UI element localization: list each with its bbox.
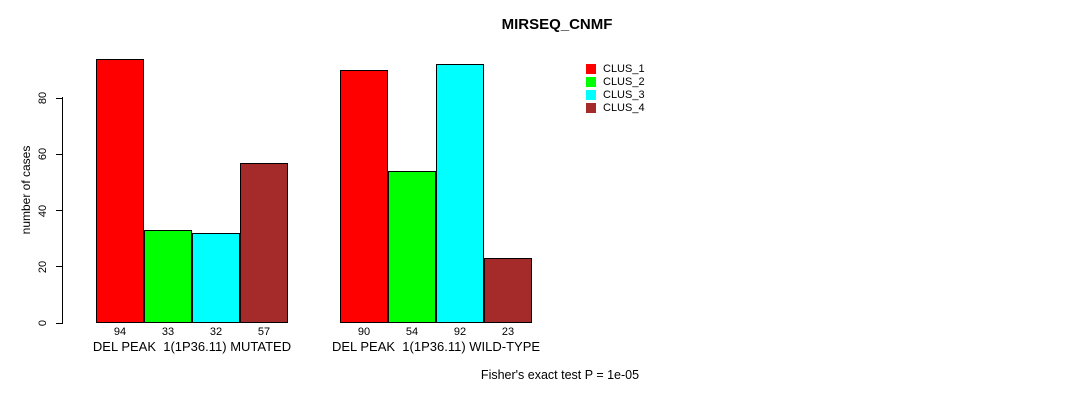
bar-value-label: 32 [209, 326, 223, 338]
group-label-mutated: DEL PEAK 1(1P36.11) MUTATED [92, 339, 292, 354]
y-axis-tick-label-text: 80 [37, 91, 49, 105]
y-axis-title-text: number of cases [19, 145, 33, 235]
y-axis-tick [56, 210, 63, 211]
bar-clus_4-group2 [484, 258, 532, 323]
y-axis-tick-label-text: 40 [37, 204, 49, 217]
y-axis-tick [56, 153, 63, 155]
y-axis-tick [56, 266, 63, 268]
bar-clus_3-group1 [192, 233, 240, 323]
bar-value-label: 94 [113, 326, 127, 338]
legend-swatch-clus_2 [586, 76, 596, 87]
bar-value-label: 90 [357, 326, 371, 338]
legend-item-clus_2: CLUS_2 [586, 75, 645, 88]
y-axis-tick [56, 97, 63, 99]
bar-clus_2-group1 [144, 230, 192, 323]
y-axis-tick [56, 322, 63, 324]
legend: CLUS_1 CLUS_2 CLUS_3 CLUS_4 [586, 62, 645, 114]
chart-title: MIRSEQ_CNMF [501, 16, 613, 33]
y-axis-tick-label-text: 0 [37, 319, 49, 327]
y-axis-tick-label-text: 20 [37, 260, 49, 273]
legend-swatch-clus_3 [586, 89, 596, 100]
bar-value-label: 57 [257, 326, 271, 338]
y-axis-tick-label-text: 60 [37, 148, 49, 161]
legend-item-clus_1: CLUS_1 [586, 62, 645, 75]
legend-swatch-clus_4 [586, 102, 596, 113]
bar-clus_3-group2 [436, 64, 484, 323]
legend-label-clus_2: CLUS_2 [603, 75, 645, 88]
bar-clus_1-group2 [340, 70, 388, 323]
bar-value-label: 33 [161, 326, 175, 338]
legend-swatch-clus_1 [586, 63, 596, 74]
fisher-test-annotation: Fisher's exact test P = 1e-05 [480, 368, 640, 382]
bar-value-label: 23 [501, 326, 515, 338]
bar-value-label: 92 [453, 326, 467, 338]
bar-clus_4-group1 [240, 163, 288, 323]
legend-item-clus_3: CLUS_3 [586, 88, 645, 101]
legend-label-clus_4: CLUS_4 [603, 101, 645, 114]
group-label-wild-type: DEL PEAK 1(1P36.11) WILD-TYPE [331, 339, 541, 354]
bar-value-label: 54 [405, 326, 419, 338]
bar-clus_1-group1 [96, 59, 144, 323]
bar-clus_2-group2 [388, 171, 436, 323]
legend-item-clus_4: CLUS_4 [586, 101, 645, 114]
legend-label-clus_1: CLUS_1 [603, 62, 645, 75]
legend-label-clus_3: CLUS_3 [603, 88, 645, 101]
